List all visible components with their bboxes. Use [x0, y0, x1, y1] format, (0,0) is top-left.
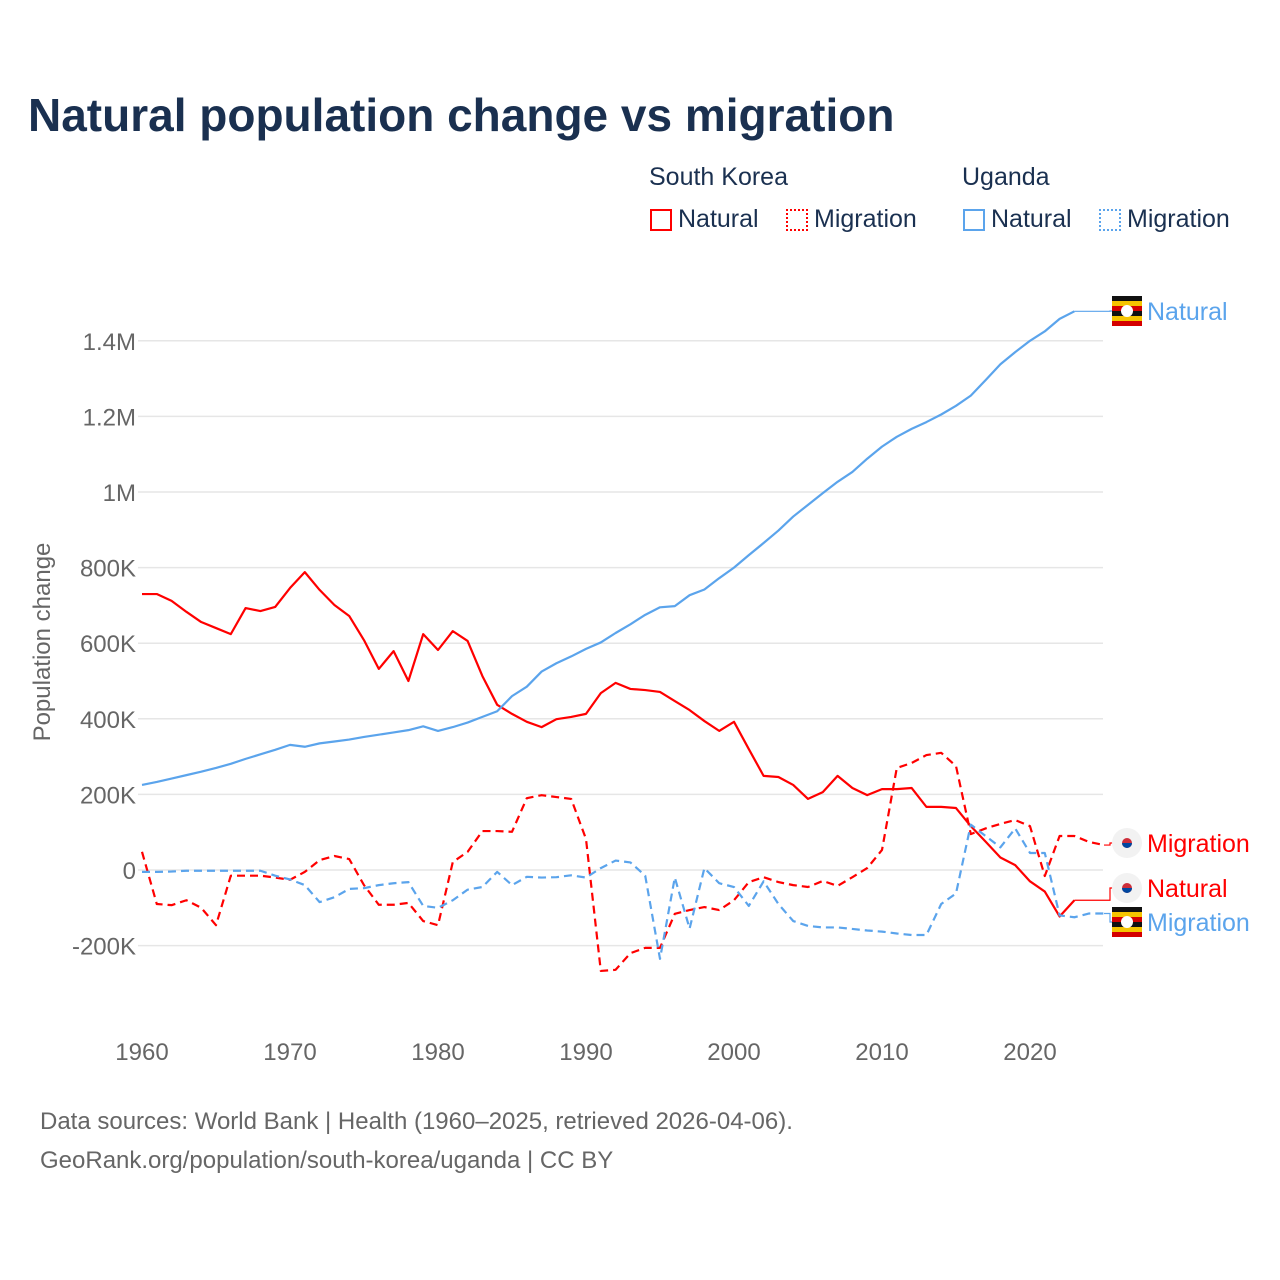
uganda-flag-icon: [1121, 305, 1133, 317]
x-tick-label: 1960: [115, 1039, 168, 1066]
series-line-south-korea-migration: [140, 751, 1105, 973]
x-tick-label: 2020: [1003, 1039, 1056, 1066]
legend-label: Migration: [814, 205, 917, 233]
legend-label: Natural: [678, 205, 759, 233]
legend-ug-migration[interactable]: Migration: [1099, 205, 1230, 234]
end-label: Natural: [1147, 298, 1228, 326]
legend-group-south-korea: South Korea: [649, 163, 788, 191]
source-text: Data sources: World Bank | Health (1960–…: [40, 1108, 793, 1135]
legend-label: Migration: [1127, 205, 1230, 233]
uganda-flag-icon: [1121, 916, 1133, 928]
source-link[interactable]: GeoRank.org/population/south-korea/ugand…: [40, 1147, 614, 1174]
south-korea-flag-icon: [1122, 843, 1132, 848]
legend-swatch: [1099, 208, 1121, 231]
legend-ug-natural[interactable]: Natural: [963, 205, 1072, 234]
uganda-flag-icon: [1112, 296, 1142, 301]
y-axis-label: Population change: [29, 543, 56, 742]
x-tick-label: 2010: [855, 1039, 908, 1066]
end-label: Migration: [1147, 909, 1250, 937]
uganda-flag-icon: [1112, 907, 1142, 912]
legend-swatch: [650, 208, 672, 231]
uganda-flag-icon: [1112, 316, 1142, 321]
uganda-flag-icon: [1112, 301, 1142, 306]
legend-swatch: [786, 208, 808, 231]
x-tick-label: 1970: [263, 1039, 316, 1066]
uganda-flag-icon: [1112, 321, 1142, 326]
legend-group-uganda: Uganda: [962, 163, 1050, 191]
uganda-flag-icon: [1112, 932, 1142, 937]
y-tick-label: 200K: [80, 782, 136, 809]
y-tick-label: 800K: [80, 556, 136, 583]
leader-line: [1074, 887, 1114, 901]
series-line-uganda-natural: [141, 310, 1075, 787]
legend-swatch: [963, 208, 985, 231]
y-tick-label: 600K: [80, 631, 136, 658]
series-line-south-korea-natural: [142, 571, 1076, 918]
x-tick-label: 1990: [559, 1039, 612, 1066]
x-tick-label: 1980: [411, 1039, 464, 1066]
y-tick-label: -200K: [72, 934, 136, 961]
legend-sk-migration[interactable]: Migration: [786, 205, 917, 234]
y-tick-label: 400K: [80, 707, 136, 734]
chart-title: Natural population change vs migration: [28, 89, 895, 141]
uganda-flag-icon: [1112, 927, 1142, 932]
end-label: Migration: [1147, 830, 1250, 858]
y-tick-label: 1.4M: [83, 329, 136, 356]
uganda-flag-icon: [1112, 912, 1142, 917]
x-tick-label: 2000: [707, 1039, 760, 1066]
y-tick-label: 0: [123, 858, 136, 885]
series-line-uganda-migration: [142, 823, 1104, 960]
end-label: Natural: [1147, 875, 1228, 903]
legend-label: Natural: [991, 205, 1072, 233]
legend-sk-natural[interactable]: Natural: [650, 205, 759, 234]
y-tick-label: 1.2M: [83, 404, 136, 431]
south-korea-flag-icon: [1122, 888, 1132, 893]
y-tick-label: 1M: [103, 480, 136, 507]
